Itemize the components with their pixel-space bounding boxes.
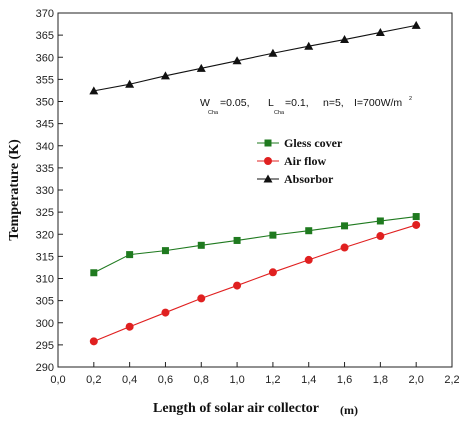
x-tick-label: 1,8 — [373, 374, 388, 386]
y-tick-label: 305 — [36, 296, 54, 308]
data-point-absorbor — [268, 48, 278, 57]
x-tick-label: 0,8 — [194, 374, 209, 386]
x-tick-label: 2,2 — [444, 374, 459, 386]
annotation-text: n=5, — [323, 97, 344, 109]
plot-frame — [57, 12, 453, 368]
y-tick-label: 365 — [36, 30, 54, 42]
y-tick-label: 370 — [36, 8, 54, 20]
x-tick-label: 1,0 — [229, 374, 244, 386]
x-axis-title: Length of solar air collector — [153, 401, 319, 416]
series-line-gless-cover — [93, 216, 417, 274]
x-tick-label: 0,2 — [86, 374, 101, 386]
y-tick-label: 325 — [36, 207, 54, 219]
y-tick-label: 335 — [36, 163, 54, 175]
data-point-absorbor — [304, 41, 314, 50]
y-tick-label: 355 — [36, 74, 54, 86]
legend-label: Air flow — [284, 154, 326, 168]
y-tick-label: 350 — [36, 97, 54, 109]
annotation-text: I=700W/m — [354, 97, 402, 109]
x-tick-label: 1,2 — [265, 374, 280, 386]
data-point-gless-cover — [341, 222, 349, 230]
y-tick-label: 340 — [36, 141, 54, 153]
data-point-gless-cover — [161, 247, 169, 255]
data-point-gless-cover — [305, 227, 313, 235]
legend-marker — [264, 139, 272, 147]
x-axis-unit: (m) — [340, 403, 358, 417]
data-point-gless-cover — [376, 217, 384, 225]
data-point-air-flow — [304, 255, 313, 264]
data-point-absorbor — [375, 27, 385, 36]
data-point-gless-cover — [90, 269, 98, 277]
data-point-air-flow — [376, 232, 385, 241]
data-point-air-flow — [412, 220, 421, 229]
legend-marker — [263, 174, 273, 183]
data-point-absorbor — [196, 63, 206, 72]
data-point-gless-cover — [412, 213, 420, 221]
x-tick-label: 2,0 — [409, 374, 424, 386]
series-line-air-flow — [93, 224, 417, 342]
x-tick-label: 0,4 — [122, 374, 137, 386]
data-point-absorbor — [89, 86, 99, 95]
y-tick-label: 330 — [36, 185, 54, 197]
legend-marker — [264, 157, 272, 165]
data-point-gless-cover — [126, 251, 134, 259]
data-point-air-flow — [89, 337, 98, 346]
data-point-gless-cover — [233, 236, 241, 244]
x-tick-label: 0,6 — [158, 374, 173, 386]
data-point-air-flow — [233, 281, 242, 290]
data-point-air-flow — [268, 268, 277, 277]
data-point-air-flow — [340, 243, 349, 252]
y-tick-label: 290 — [36, 362, 54, 374]
annotation-text: =0.05, — [220, 97, 250, 109]
y-axis-title: Temperature (K) — [7, 139, 22, 241]
annotation-text: Cha — [274, 110, 285, 116]
data-point-absorbor — [411, 20, 421, 29]
y-tick-label: 360 — [36, 52, 54, 64]
y-tick-label: 315 — [36, 251, 54, 263]
x-tick-label: 1,6 — [337, 374, 352, 386]
data-point-absorbor — [340, 35, 350, 44]
data-point-air-flow — [197, 294, 206, 303]
series-line-absorbor — [93, 24, 417, 92]
y-tick-label: 320 — [36, 229, 54, 241]
data-point-air-flow — [161, 308, 170, 317]
x-tick-label: 0,0 — [50, 374, 65, 386]
legend-label: Gless cover — [284, 136, 343, 150]
y-tick-label: 310 — [36, 274, 54, 286]
legend-label: Absorbor — [284, 172, 334, 186]
y-tick-label: 300 — [36, 318, 54, 330]
annotation-text: Cha — [208, 110, 219, 116]
annotation-text: =0.1, — [285, 97, 309, 109]
data-point-absorbor — [232, 56, 242, 65]
data-point-absorbor — [160, 71, 170, 80]
data-point-gless-cover — [197, 241, 205, 249]
annotation-text: L — [268, 97, 274, 109]
x-tick-label: 1,4 — [301, 374, 316, 386]
y-tick-label: 345 — [36, 119, 54, 131]
data-point-absorbor — [125, 79, 135, 88]
annotation-text: W — [200, 97, 210, 109]
data-point-air-flow — [125, 322, 134, 331]
data-point-gless-cover — [269, 231, 277, 239]
annotation-text: 2 — [409, 96, 412, 102]
y-tick-label: 295 — [36, 340, 54, 352]
